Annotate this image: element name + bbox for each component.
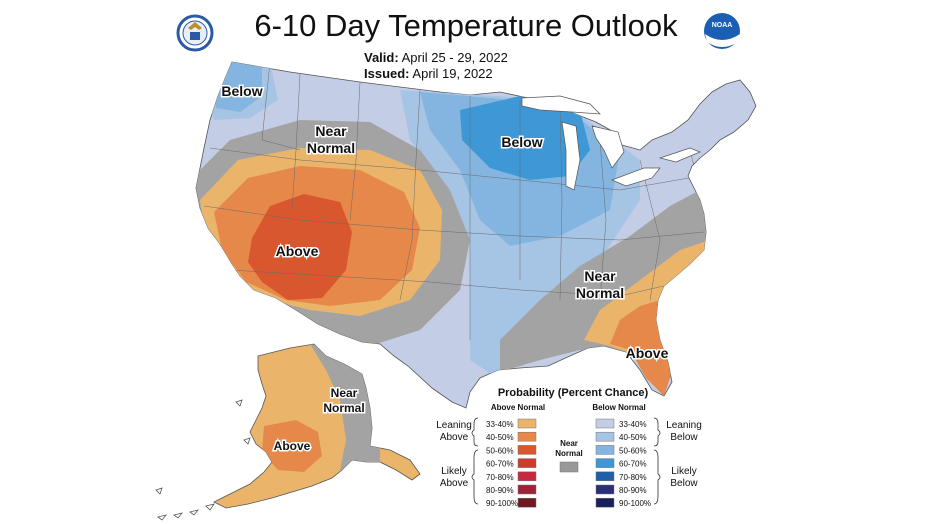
above-swatch (517, 431, 537, 442)
leaning-above-label-2: Above (440, 432, 469, 443)
leaning-above-label-1: Leaning (436, 420, 472, 431)
alaska-above-40-zone (262, 420, 322, 472)
se-near-label-2: Normal (576, 285, 624, 301)
fl-above-label: Above (626, 345, 669, 361)
above-swatch (517, 497, 537, 508)
below-swatches: 33-40% 40-50% 50-60% 60-70% 70-80% 80-90% 90-1… (595, 418, 651, 508)
legend-title: Probability (Percent Chance) (498, 387, 649, 399)
midwest-below-label: Below (501, 134, 542, 150)
conus-map (195, 61, 757, 409)
leaning-above-bracket (471, 417, 479, 447)
ak-above-label: Above (274, 439, 311, 453)
ak-near-label-2: Normal (323, 401, 364, 415)
below-swatch (595, 458, 615, 468)
above-range-label: 70-80% (486, 473, 514, 482)
ak-near-label-1: Near (331, 386, 358, 400)
legend-near-2: Normal (555, 449, 583, 458)
above-range-label: 80-90% (486, 486, 514, 495)
above-range-label: 60-70% (486, 460, 514, 469)
aleutian-islands (155, 399, 251, 521)
state-borders (203, 62, 705, 340)
doc-seal (176, 14, 214, 52)
leaning-below-label-2: Below (670, 432, 698, 443)
pnw-below-label: Below (221, 83, 262, 99)
valid-label: Valid: (364, 50, 399, 65)
issued-date: Issued: April 19, 2022 (364, 66, 493, 81)
below-swatch (595, 497, 615, 508)
above-50-zone (248, 194, 352, 300)
below-range-label: 90-100% (619, 499, 651, 508)
noaa-logo-text: NOAA (712, 22, 733, 29)
west-near-label-2: Normal (307, 140, 355, 156)
alaska-map (155, 343, 421, 521)
likely-above-bracket (471, 449, 479, 505)
se-above-40-zone (610, 300, 672, 396)
legend-above-header: Above Normal (491, 403, 545, 412)
likely-below-label-1: Likely (671, 466, 697, 477)
below-range-label: 40-50% (619, 433, 647, 442)
sw-above-label: Above (276, 243, 319, 259)
below-swatch (595, 484, 615, 495)
west-near-label-1: Near (315, 123, 347, 139)
leaning-below-bracket (653, 417, 661, 447)
alaska-land (213, 343, 421, 509)
noaa-logo: NOAA (704, 13, 740, 49)
valid-dates: Valid: April 25 - 29, 2022 (364, 50, 508, 65)
above-swatch (517, 445, 537, 455)
below-60-zone (460, 96, 590, 180)
likely-below-label-2: Below (670, 478, 698, 489)
leaning-below-label-1: Leaning (666, 420, 702, 431)
below-range-label: 60-70% (619, 460, 647, 469)
legend-near-swatch (559, 461, 579, 473)
likely-above-label-2: Above (440, 478, 469, 489)
legend-near-1: Near (560, 439, 578, 448)
above-range-label: 33-40% (486, 420, 514, 429)
below-range-label: 33-40% (619, 420, 647, 429)
above-swatches: 33-40% 40-50% 50-60% 60-70% 70-80% 80-90% 90-1… (486, 418, 537, 508)
below-range-label: 80-90% (619, 486, 647, 495)
below-swatch (595, 418, 615, 429)
below-swatch (595, 445, 615, 455)
above-range-label: 90-100% (486, 499, 518, 508)
above-swatch (517, 418, 537, 429)
below-range-label: 70-80% (619, 473, 647, 482)
above-swatch (517, 484, 537, 495)
se-near-label-1: Near (584, 268, 616, 284)
above-range-label: 50-60% (486, 446, 514, 455)
page-title: 6-10 Day Temperature Outlook (254, 8, 678, 43)
above-range-label: 40-50% (486, 433, 514, 442)
valid-value: April 25 - 29, 2022 (401, 50, 508, 65)
likely-above-label-1: Likely (441, 466, 467, 477)
issued-value: April 19, 2022 (412, 66, 493, 81)
likely-below-bracket (653, 449, 661, 505)
great-lakes (521, 95, 701, 191)
above-swatch (517, 471, 537, 482)
legend-below-header: Below Normal (592, 403, 645, 412)
issued-label: Issued: (364, 66, 410, 81)
below-range-label: 50-60% (619, 446, 647, 455)
legend: Probability (Percent Chance) Above Norma… (436, 387, 702, 508)
below-swatch (595, 471, 615, 482)
above-swatch (517, 458, 537, 468)
below-swatch (595, 431, 615, 442)
